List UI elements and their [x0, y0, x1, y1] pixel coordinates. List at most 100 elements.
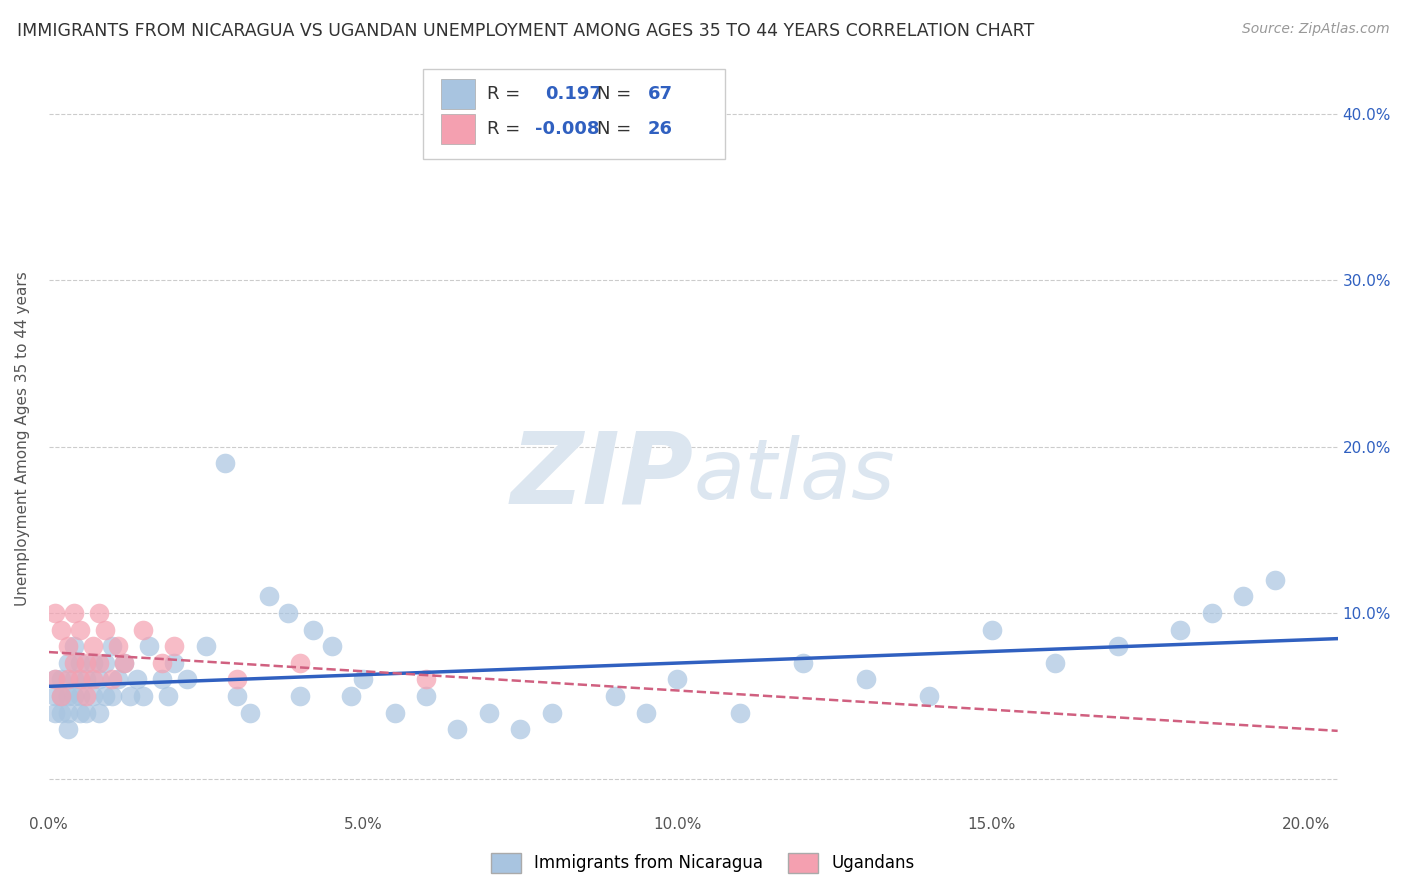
Point [150, 656, 173, 670]
Point [87, 606, 110, 620]
Point [150, 673, 173, 687]
Point [56, 639, 79, 653]
Point [478, 706, 501, 720]
Point [226, 673, 249, 687]
Point [792, 656, 814, 670]
Point [63, 673, 86, 687]
Point [415, 689, 437, 703]
Point [603, 689, 626, 703]
Point [918, 689, 941, 703]
Point [194, 639, 217, 653]
Point [87, 656, 110, 670]
Point [69, 623, 91, 637]
FancyBboxPatch shape [440, 79, 475, 109]
Point [82, 673, 104, 687]
Point [214, 456, 236, 470]
Point [87, 706, 110, 720]
Point [82, 656, 104, 670]
Point [69, 673, 91, 687]
Text: atlas: atlas [693, 435, 894, 516]
Point [76, 656, 98, 670]
Point [82, 689, 104, 703]
Point [63, 639, 86, 653]
Point [51, 689, 73, 703]
Point [44, 673, 66, 687]
Point [56, 673, 79, 687]
Point [446, 723, 468, 737]
Point [290, 656, 312, 670]
Point [76, 673, 98, 687]
Point [107, 639, 129, 653]
Text: 67: 67 [648, 85, 673, 103]
Point [76, 706, 98, 720]
Point [51, 706, 73, 720]
Point [56, 723, 79, 737]
Point [163, 639, 186, 653]
Point [132, 689, 155, 703]
Point [82, 639, 104, 653]
Point [1264, 573, 1286, 587]
Point [120, 689, 142, 703]
Point [634, 706, 657, 720]
Point [56, 689, 79, 703]
Legend: Immigrants from Nicaragua, Ugandans: Immigrants from Nicaragua, Ugandans [485, 847, 921, 880]
Point [1232, 590, 1254, 604]
Text: N =: N = [596, 120, 631, 138]
Point [112, 656, 135, 670]
Y-axis label: Unemployment Among Ages 35 to 44 years: Unemployment Among Ages 35 to 44 years [15, 271, 30, 606]
Point [100, 689, 122, 703]
Text: Source: ZipAtlas.com: Source: ZipAtlas.com [1241, 22, 1389, 37]
Point [352, 673, 374, 687]
Point [163, 656, 186, 670]
Point [855, 673, 877, 687]
Point [138, 639, 160, 653]
Point [69, 706, 91, 720]
Text: R =: R = [486, 120, 520, 138]
Point [1107, 639, 1129, 653]
Point [63, 656, 86, 670]
Text: -0.008: -0.008 [534, 120, 599, 138]
Point [100, 673, 122, 687]
Point [94, 623, 117, 637]
Point [730, 706, 752, 720]
Point [157, 689, 180, 703]
Text: ZIP: ZIP [510, 427, 693, 524]
Point [69, 689, 91, 703]
Point [112, 656, 135, 670]
Text: R =: R = [486, 85, 520, 103]
Point [51, 689, 73, 703]
Point [1043, 656, 1066, 670]
Point [1201, 606, 1223, 620]
Point [94, 689, 117, 703]
Point [176, 673, 198, 687]
Point [415, 673, 437, 687]
Point [339, 689, 361, 703]
Point [257, 590, 280, 604]
Text: 26: 26 [648, 120, 673, 138]
Text: IMMIGRANTS FROM NICARAGUA VS UGANDAN UNEMPLOYMENT AMONG AGES 35 TO 44 YEARS CORR: IMMIGRANTS FROM NICARAGUA VS UGANDAN UNE… [17, 22, 1035, 40]
Text: N =: N = [596, 85, 631, 103]
Point [56, 656, 79, 670]
Point [87, 673, 110, 687]
Point [980, 623, 1002, 637]
Point [51, 673, 73, 687]
Point [226, 689, 249, 703]
Point [125, 673, 148, 687]
Point [1170, 623, 1192, 637]
Point [56, 706, 79, 720]
Point [277, 606, 299, 620]
Point [540, 706, 562, 720]
Point [94, 656, 117, 670]
Point [76, 689, 98, 703]
Point [69, 656, 91, 670]
FancyBboxPatch shape [423, 70, 725, 159]
Point [63, 606, 86, 620]
Point [301, 623, 323, 637]
Point [321, 639, 343, 653]
Point [63, 689, 86, 703]
Point [107, 673, 129, 687]
Point [290, 689, 312, 703]
Point [44, 606, 66, 620]
Point [44, 673, 66, 687]
Point [100, 639, 122, 653]
